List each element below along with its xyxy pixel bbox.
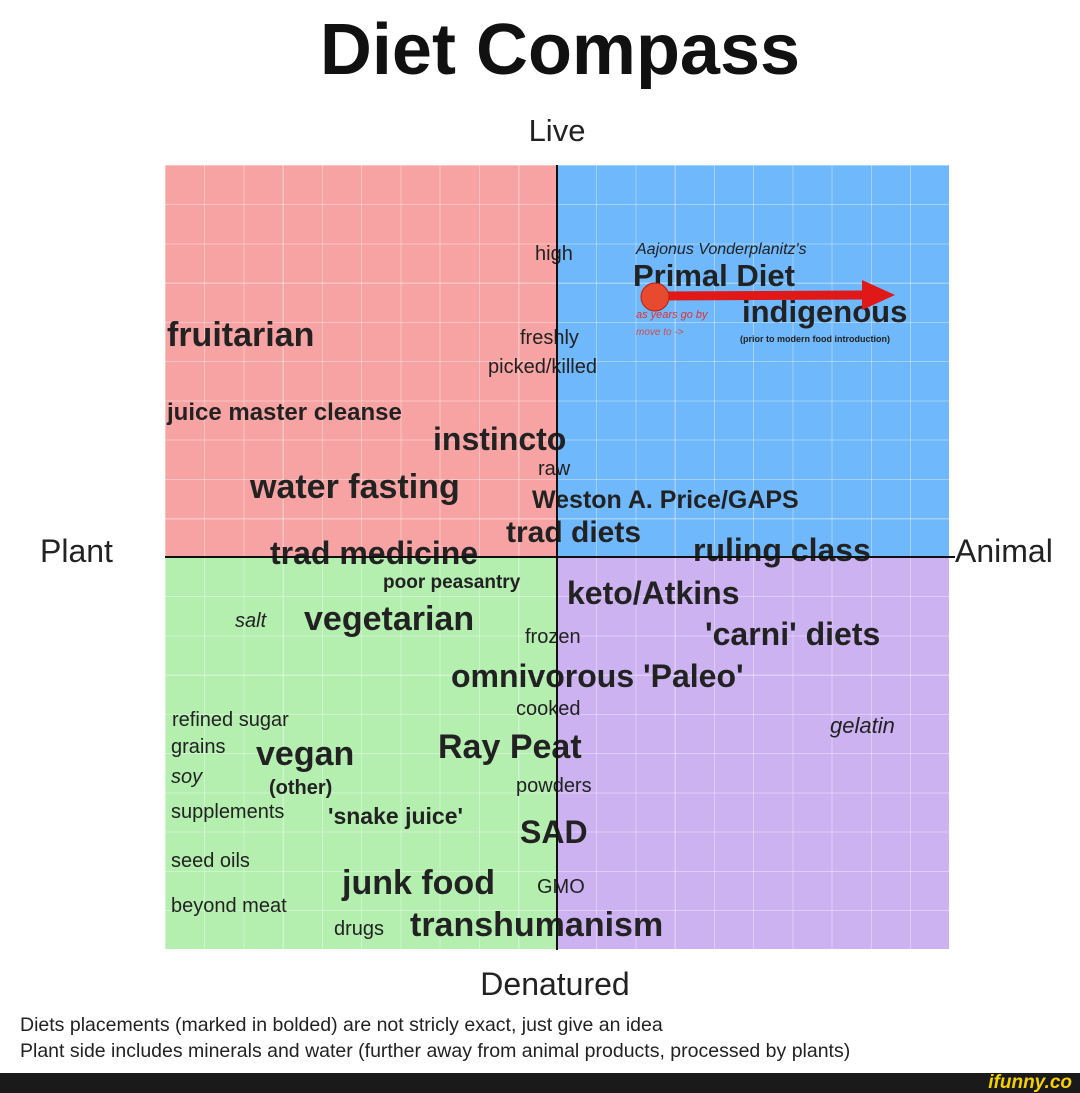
label: supplements	[171, 801, 285, 823]
label: transhumanism	[410, 906, 664, 944]
label: 'snake juice'	[328, 803, 463, 829]
label: ruling class	[693, 532, 871, 568]
arrow-start	[640, 282, 670, 312]
label: soy	[171, 766, 203, 788]
label: refined sugar	[172, 709, 289, 731]
axis-label-top: Live	[528, 113, 586, 148]
label: SAD	[520, 814, 588, 850]
label: gelatin	[830, 713, 895, 738]
label: freshly	[520, 327, 579, 349]
label: GMO	[537, 876, 585, 898]
label: move to ->	[636, 327, 684, 338]
label: vegetarian	[304, 600, 475, 638]
label: high	[535, 243, 573, 265]
label: junk food	[342, 864, 495, 902]
quadrant	[557, 557, 949, 949]
arrow-shaft	[654, 290, 866, 301]
quadrant	[557, 165, 949, 557]
label: drugs	[334, 918, 385, 940]
label: cooked	[516, 698, 581, 720]
quadrant	[165, 557, 557, 949]
label: fruitarian	[167, 316, 315, 354]
label: picked/killed	[488, 356, 597, 378]
label: grains	[171, 736, 226, 758]
label: salt	[235, 610, 267, 632]
label: Weston A. Price/GAPS	[532, 486, 799, 514]
label: (prior to modern food introduction)	[740, 334, 890, 344]
label: raw	[538, 458, 571, 480]
label: poor peasantry	[383, 572, 521, 593]
note: Plant side includes minerals and water (…	[20, 1040, 851, 1062]
watermark: ifunny.co	[988, 1072, 1072, 1093]
label: as years go by	[636, 309, 708, 321]
quadrant	[165, 165, 557, 557]
note: Diets placements (marked in bolded) are …	[20, 1014, 663, 1036]
axis-label-right: Animal	[955, 533, 1053, 569]
footer-bar: ifunny.co	[0, 1073, 1080, 1093]
label: powders	[516, 775, 592, 797]
label: frozen	[525, 626, 581, 648]
arrow-head	[862, 280, 895, 310]
compass	[165, 165, 950, 950]
axis-label-bottom: Denatured	[480, 966, 630, 1002]
label: seed oils	[171, 850, 250, 872]
label: juice master cleanse	[167, 399, 402, 426]
label: omnivorous 'Paleo'	[451, 658, 744, 694]
label: keto/Atkins	[567, 575, 740, 611]
label: trad diets	[506, 516, 642, 549]
label: 'carni' diets	[705, 616, 881, 652]
label: (other)	[269, 777, 333, 799]
title: Diet Compass	[319, 10, 801, 90]
axis-label-left: Plant	[40, 533, 113, 569]
label: beyond meat	[171, 895, 287, 917]
label: vegan	[256, 735, 355, 773]
label: trad medicine	[270, 535, 479, 571]
label: instincto	[433, 421, 567, 457]
label: water fasting	[250, 468, 460, 506]
label: Aajonus Vonderplanitz's	[636, 241, 807, 258]
